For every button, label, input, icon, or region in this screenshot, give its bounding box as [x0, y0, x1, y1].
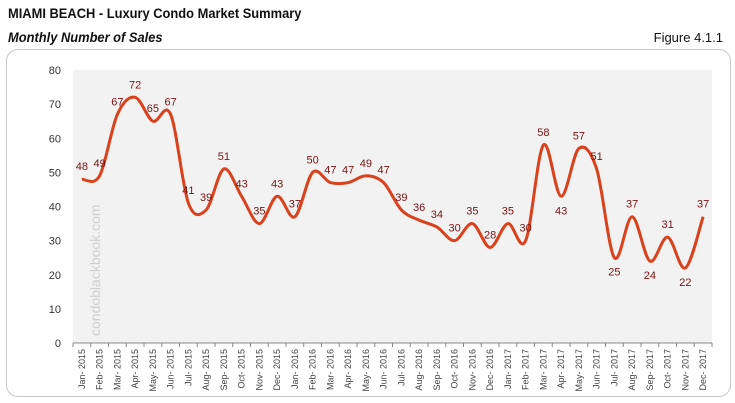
data-label: 57 [573, 130, 585, 142]
x-tick-label: Jan- 2015 [77, 349, 87, 389]
x-tick-label: Apr- 2015 [130, 349, 140, 389]
x-tick-label: Sep- 2017 [645, 349, 655, 391]
data-label: 31 [662, 219, 674, 231]
data-label: 49 [94, 158, 106, 170]
figure-number: Figure 4.1.1 [653, 30, 723, 45]
x-tick-label: Dec- 2016 [485, 349, 495, 391]
data-label: 39 [395, 192, 407, 204]
y-tick-label: 50 [49, 167, 61, 179]
x-tick-label: Nov- 2017 [680, 349, 690, 391]
data-label: 39 [200, 192, 212, 204]
data-label: 72 [129, 79, 141, 91]
data-label: 35 [466, 206, 478, 218]
x-tick-label: Jul- 2017 [609, 349, 619, 386]
x-tick-label: Oct- 2016 [450, 349, 460, 389]
y-tick-label: 60 [49, 133, 61, 145]
x-tick-label: Jul- 2015 [183, 349, 193, 386]
x-tick-label: Dec- 2017 [698, 349, 708, 391]
data-label: 37 [289, 199, 301, 211]
x-tick-label: May- 2015 [148, 349, 158, 392]
data-label: 58 [537, 127, 549, 139]
x-tick-label: Aug- 2017 [627, 349, 637, 391]
data-label: 41 [182, 185, 194, 197]
y-tick-label: 0 [55, 338, 61, 350]
x-tick-label: Aug- 2016 [414, 349, 424, 391]
y-tick-label: 80 [49, 65, 61, 77]
plot-area [73, 70, 712, 343]
x-tick-label: Nov- 2016 [467, 349, 477, 391]
x-tick-label: Jul- 2016 [396, 349, 406, 386]
data-label: 49 [360, 158, 372, 170]
x-tick-label: Sep- 2016 [432, 349, 442, 391]
data-label: 28 [484, 229, 496, 241]
y-tick-label: 20 [49, 270, 61, 282]
data-label: 30 [449, 223, 461, 235]
y-tick-label: 30 [49, 236, 61, 248]
x-tick-label: Aug- 2015 [201, 349, 211, 391]
series-line [81, 95, 705, 270]
data-label: 65 [147, 103, 159, 115]
data-label: 50 [307, 154, 319, 166]
data-label: 37 [697, 199, 709, 211]
x-tick-label: Nov- 2015 [254, 349, 264, 391]
data-label: 43 [236, 178, 248, 190]
x-tick-label: Mar- 2016 [325, 349, 335, 390]
data-label: 51 [218, 151, 230, 163]
data-label: 47 [342, 165, 354, 177]
data-label: 22 [679, 277, 691, 289]
x-tick-label: Mar- 2015 [112, 349, 122, 390]
x-tick-label: Feb- 2015 [95, 349, 105, 390]
data-label: 67 [165, 96, 177, 108]
x-tick-label: Apr- 2016 [343, 349, 353, 389]
watermark: condoblackbook.com [87, 204, 103, 336]
x-tick-label: May- 2016 [361, 349, 371, 392]
data-label: 43 [271, 178, 283, 190]
chart-subtitle: Monthly Number of Sales [8, 29, 163, 45]
data-label: 24 [644, 270, 656, 282]
data-label: 35 [502, 206, 514, 218]
x-tick-label: Apr- 2017 [556, 349, 566, 389]
x-tick-label: Jan- 2017 [503, 349, 513, 389]
y-tick-label: 10 [49, 304, 61, 316]
x-tick-label: May- 2017 [574, 349, 584, 392]
x-tick-label: Sep- 2015 [219, 349, 229, 391]
data-label: 37 [626, 199, 638, 211]
chart-frame [6, 49, 731, 397]
y-tick-label: 40 [49, 202, 61, 214]
data-label: 35 [253, 206, 265, 218]
data-label: 34 [431, 209, 443, 221]
data-label: 43 [555, 205, 567, 217]
data-label: 47 [324, 165, 336, 177]
page-title: MIAMI BEACH - Luxury Condo Market Summar… [8, 5, 302, 21]
data-label: 51 [591, 151, 603, 163]
x-tick-label: Dec- 2015 [272, 349, 282, 391]
x-tick-label: Mar- 2017 [538, 349, 548, 390]
data-label: 36 [413, 202, 425, 214]
x-tick-label: Jun- 2015 [166, 349, 176, 389]
data-label: 48 [76, 161, 88, 173]
y-tick-label: 70 [49, 99, 61, 111]
x-tick-label: Oct- 2017 [663, 349, 673, 389]
x-tick-label: Jun- 2017 [592, 349, 602, 389]
data-label: 47 [378, 165, 390, 177]
x-tick-label: Jun- 2016 [379, 349, 389, 389]
x-tick-label: Oct- 2015 [237, 349, 247, 389]
x-tick-label: Jan- 2016 [290, 349, 300, 389]
data-label: 30 [520, 223, 532, 235]
x-tick-label: Feb- 2017 [521, 349, 531, 390]
x-tick-label: Feb- 2016 [308, 349, 318, 390]
data-label: 67 [111, 96, 123, 108]
data-label: 25 [608, 267, 620, 279]
